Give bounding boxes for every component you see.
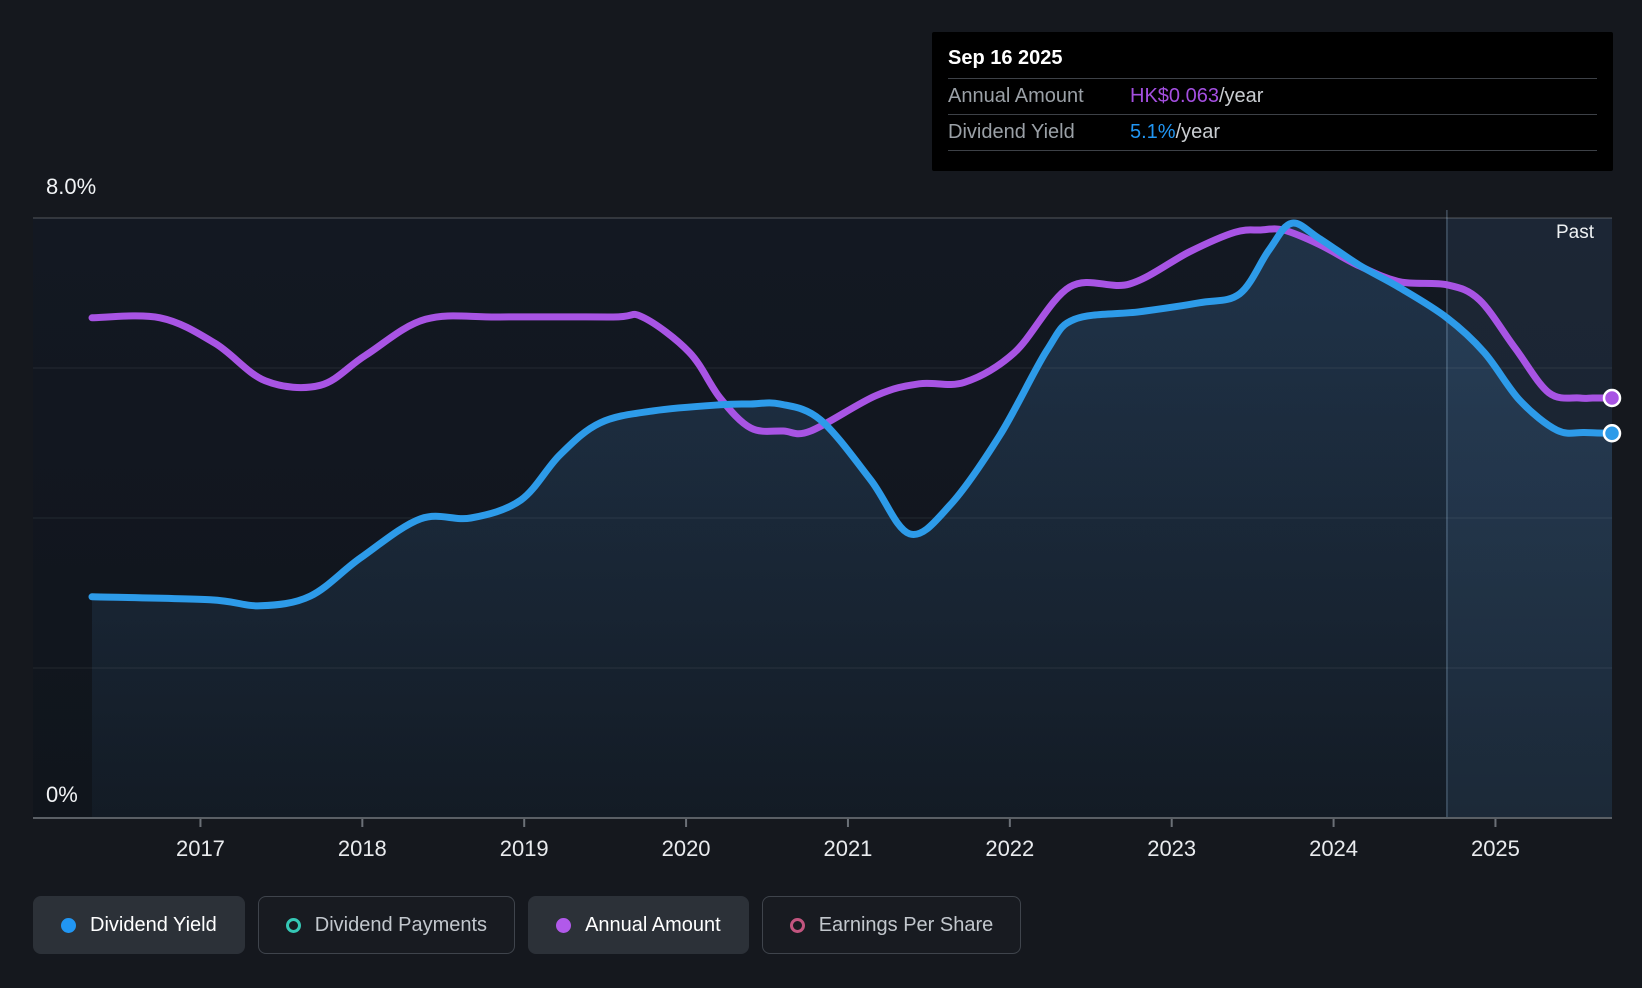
- legend-button-earnings-per-share[interactable]: Earnings Per Share: [761, 896, 1022, 954]
- dividend-payments-ring-icon: [285, 917, 301, 933]
- tooltip-annual-amount-label: Annual Amount: [948, 85, 1084, 107]
- past-region-overlay: [1446, 210, 1612, 818]
- x-axis-year-label: 2024: [1309, 836, 1359, 861]
- tooltip-dividend-yield-label: Dividend Yield: [948, 121, 1075, 143]
- legend-label: Dividend Payments: [314, 913, 488, 936]
- gridlines: [33, 217, 1612, 827]
- x-axis-year-label: 2019: [499, 836, 549, 861]
- dividend-yield-area-fill: [92, 223, 1612, 819]
- series-lines: [88, 219, 1616, 610]
- tooltip-annual-amount-suffix: /year: [1218, 85, 1264, 107]
- dividend-yield-dot-icon: [61, 917, 76, 933]
- x-axis-year-label: 2020: [661, 836, 711, 861]
- annual-amount-dot-icon: [556, 917, 572, 933]
- legend-label: Earnings Per Share: [818, 913, 994, 936]
- tooltip-row-annual-amount: Annual Amount HK$0.063 /year: [948, 78, 1597, 114]
- tooltip-row-dividend-yield: Dividend Yield 5.1% /year: [948, 114, 1597, 151]
- legend-button-dividend-yield[interactable]: Dividend Yield: [33, 896, 245, 954]
- chart-tooltip: Sep 16 2025 Annual Amount HK$0.063 /year…: [932, 32, 1613, 171]
- x-axis-year-label: 2017: [175, 836, 225, 861]
- y-axis-zero-label: 0%: [46, 782, 78, 807]
- earnings-per-share-ring-icon: [789, 917, 805, 933]
- x-axis-year-label: 2025: [1470, 836, 1520, 861]
- tooltip-dividend-yield-suffix: /year: [1175, 121, 1221, 143]
- x-axis-year-label: 2021: [823, 836, 873, 861]
- series-end-dots: [1602, 388, 1622, 443]
- tooltip-dividend-yield-value: 5.1%: [1130, 121, 1176, 143]
- x-axis-year-label: 2018: [337, 836, 387, 861]
- x-axis-year-label: 2022: [985, 836, 1035, 861]
- chart-legend: Dividend Yield Dividend Payments Annual …: [33, 896, 1022, 954]
- tooltip-annual-amount-value: HK$0.063: [1130, 85, 1219, 107]
- past-region-label: Past: [1555, 222, 1594, 243]
- x-axis-year-label: 2023: [1147, 836, 1197, 861]
- y-axis-max-label: 8.0%: [46, 174, 97, 199]
- legend-button-annual-amount[interactable]: Annual Amount: [528, 896, 749, 954]
- legend-label: Dividend Yield: [90, 913, 217, 936]
- legend-button-dividend-payments[interactable]: Dividend Payments: [257, 896, 516, 954]
- legend-label: Annual Amount: [585, 913, 721, 936]
- tooltip-date: Sep 16 2025: [948, 47, 1063, 69]
